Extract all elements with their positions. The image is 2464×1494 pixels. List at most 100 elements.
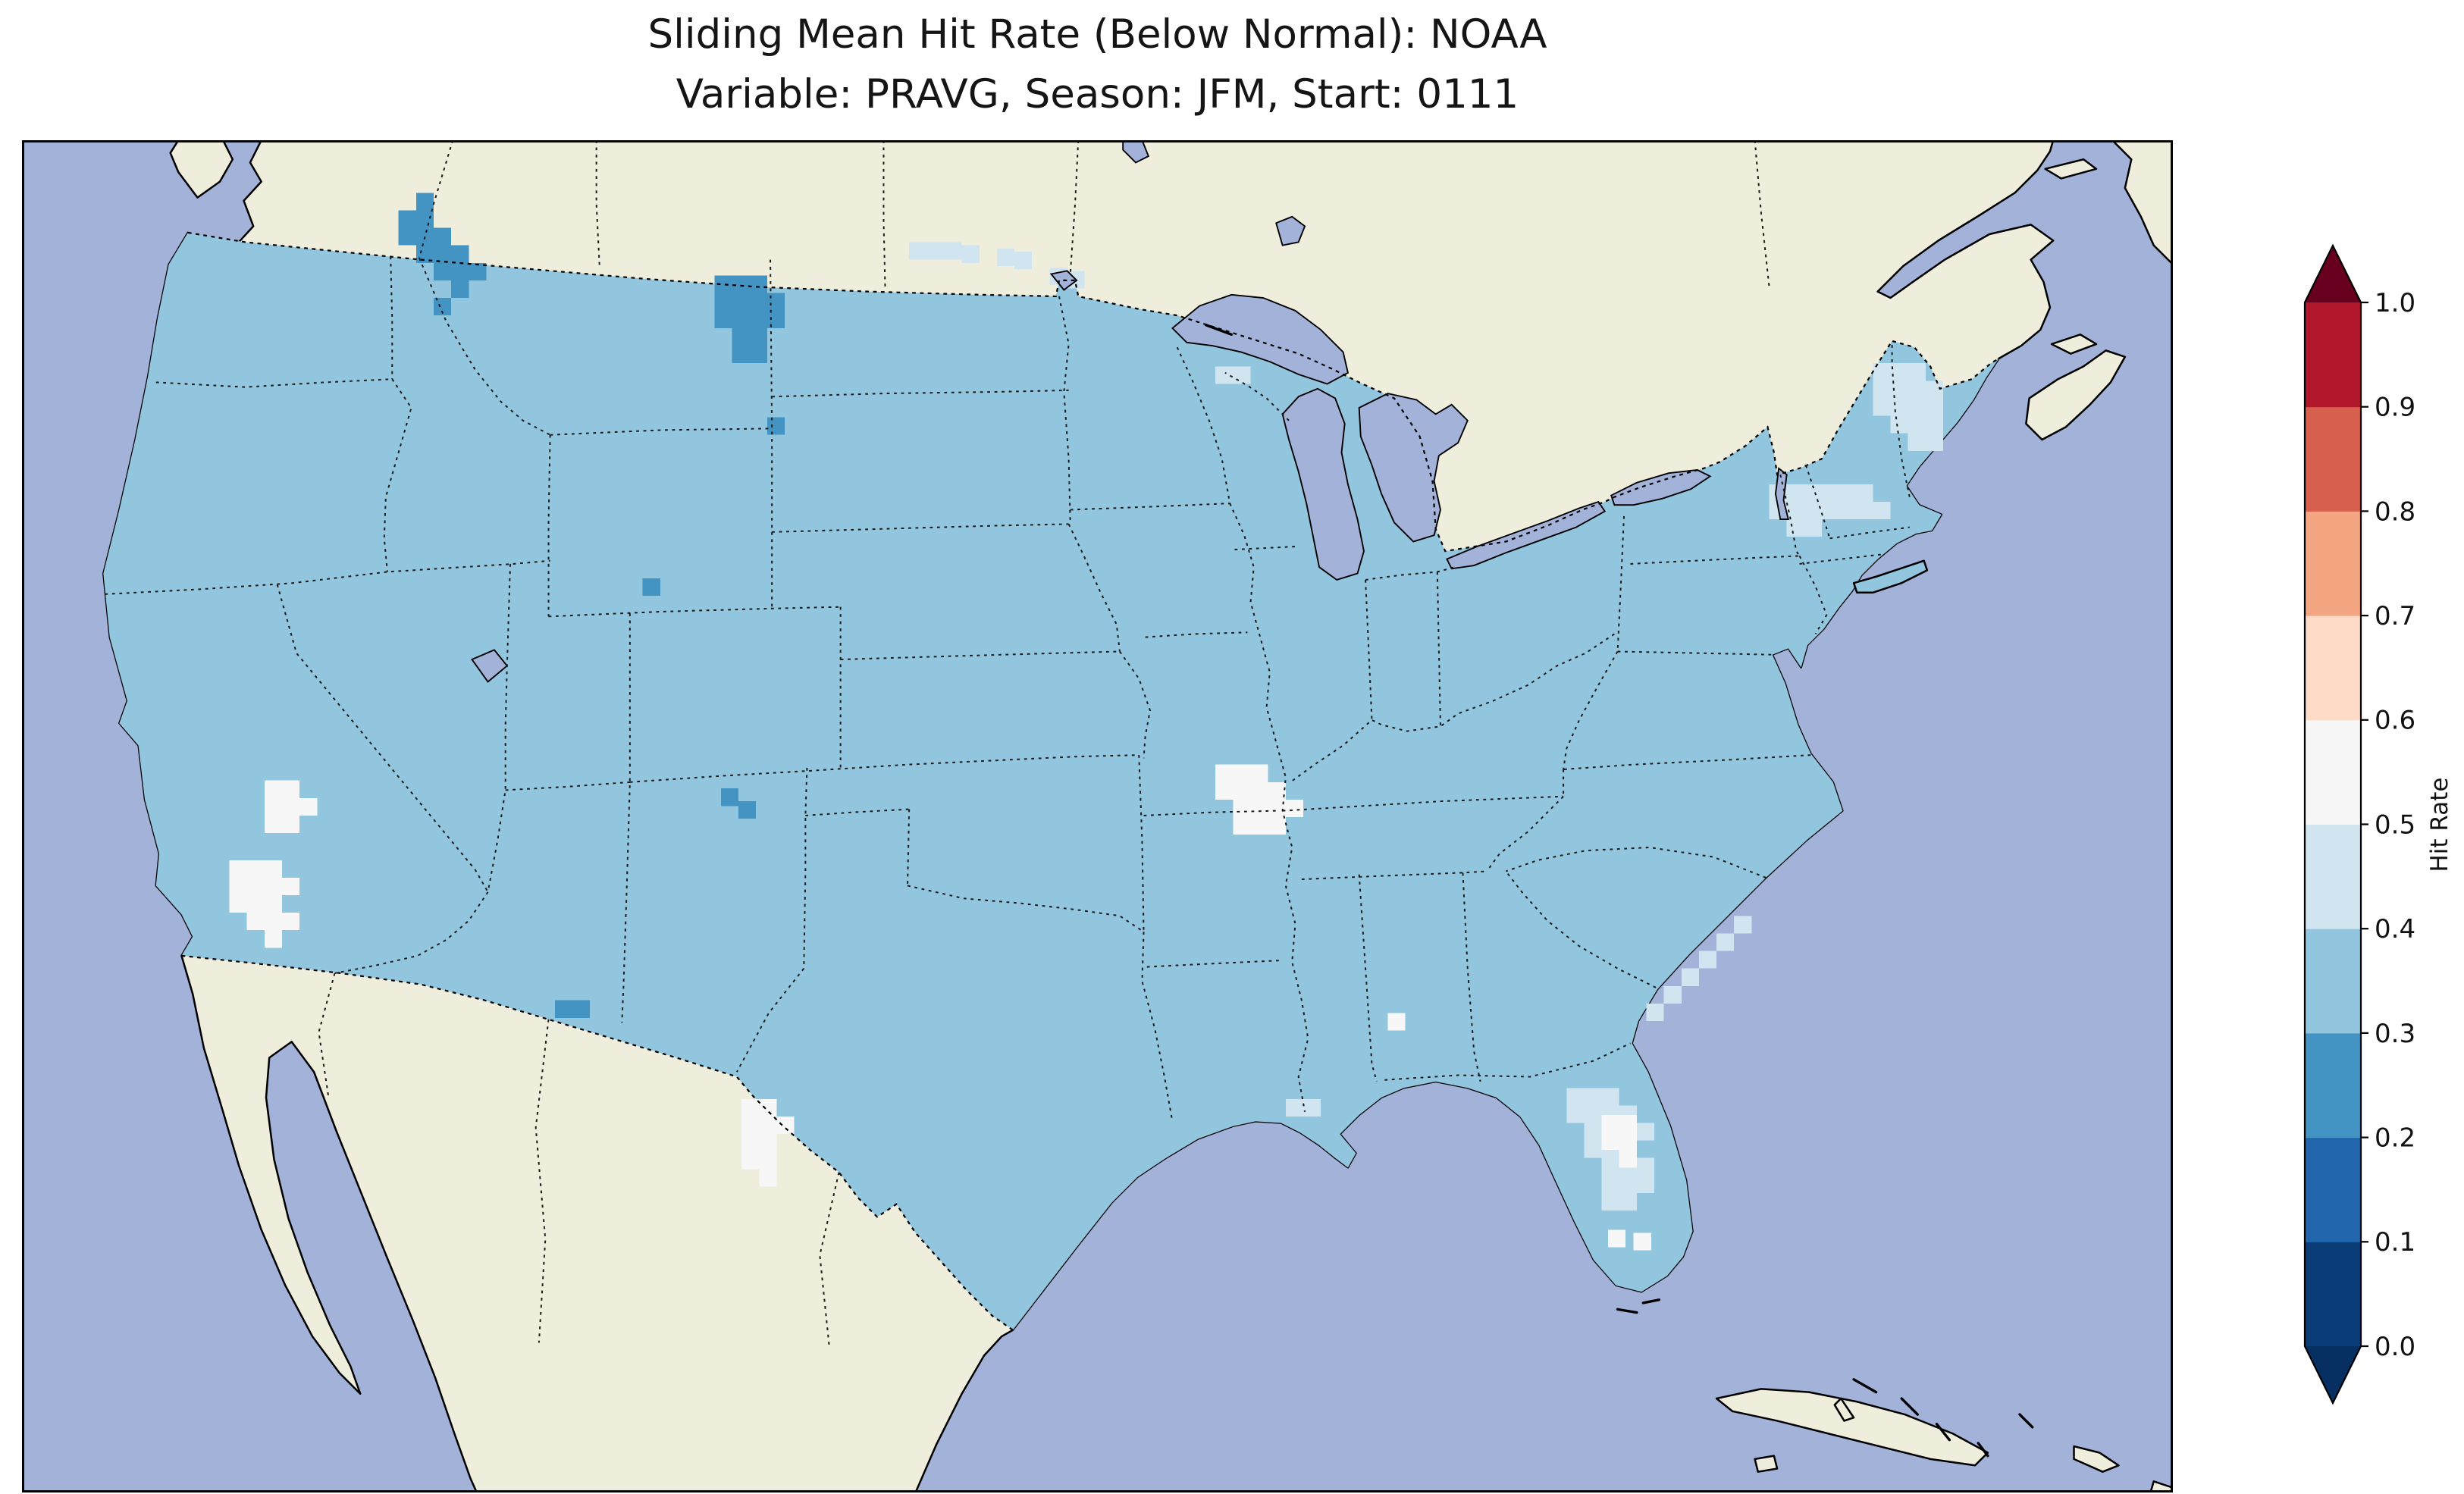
hit-rate-cell [415, 193, 434, 211]
hit-rate-cell [451, 245, 469, 263]
colorbar-segment-0.4-0.5 [2305, 824, 2361, 929]
lake-winnipeg-sliver [1122, 140, 1150, 164]
hit-rate-cell [1838, 484, 1856, 502]
hit-rate-cell [433, 245, 452, 263]
lake-nipigon [1275, 215, 1306, 246]
hit-rate-cell [1303, 1098, 1321, 1117]
lake-michigan [1281, 387, 1365, 581]
hit-rate-cell [642, 578, 660, 596]
colorbar-tick-label: 0.1 [2375, 1227, 2415, 1258]
hit-rate-cell [229, 877, 247, 896]
hit-rate-cell [264, 860, 283, 878]
hit-rate-cell [1233, 781, 1251, 800]
hit-rate-cell [264, 780, 283, 798]
long-island [1852, 559, 1929, 594]
colorbar-segment-0.8-0.9 [2305, 406, 2361, 512]
lake-huron [1358, 393, 1469, 543]
hit-rate-cell [433, 262, 452, 280]
hit-rate-cell [264, 815, 283, 834]
hit-rate-cell [1734, 916, 1752, 934]
hit-rate-cell [1584, 1123, 1602, 1141]
hit-rate-cell [1890, 398, 1908, 416]
hit-rate-cell [1250, 781, 1268, 800]
hit-rate-cell [264, 877, 283, 896]
hit-rate-cell [299, 797, 318, 816]
hit-rate-cell [759, 1169, 777, 1187]
hit-rate-cell [264, 930, 283, 948]
colorbar-tick-label: 0.2 [2375, 1123, 2415, 1154]
hit-rate-cell [1873, 398, 1891, 416]
hit-rate-cell [1908, 433, 1926, 451]
hit-rate-cell [264, 895, 283, 913]
hit-rate-cell [1820, 501, 1839, 520]
colorbar-tick-label: 0.3 [2375, 1019, 2415, 1049]
us-map [22, 140, 2173, 1492]
hit-rate-cell [1601, 1114, 1619, 1133]
hit-rate-cell [1584, 1140, 1602, 1158]
colorbar: 0.0 0.1 0.2 0.3 0.4 0.5 0.6 0.7 0.8 0.9 1.0 Hit Ra… [2274, 235, 2464, 1425]
hit-rate-cell [1014, 252, 1033, 270]
hit-rate-cell [759, 1134, 777, 1152]
colorbar-segment-0.1-0.2 [2305, 1137, 2361, 1242]
hit-rate-cell [1802, 484, 1820, 502]
lake-superior [1171, 293, 1350, 385]
hit-rate-cell [1636, 1123, 1655, 1141]
hit-rate-cell [1820, 484, 1839, 502]
colorbar-tick-label: 0.0 [2375, 1332, 2415, 1362]
hit-rate-cell [1619, 1175, 1637, 1193]
hit-rate-cell [1250, 817, 1268, 835]
colorbar-segment-0.2-0.3 [2305, 1032, 2361, 1139]
hit-rate-cell [926, 242, 945, 260]
colorbar-extend-over-arrow [2305, 246, 2361, 302]
colorbar-tick-label: 0.8 [2375, 496, 2415, 527]
canada-province-borders [419, 140, 1770, 290]
hit-rate-cell [398, 210, 416, 228]
hit-rate-cell [1908, 415, 1926, 434]
hit-rate-cell [572, 1000, 591, 1018]
lake-ontario [1610, 468, 1712, 506]
hit-rate-cell [1285, 1098, 1303, 1117]
us-mexico-border [181, 954, 1014, 1331]
hit-rate-cell [554, 1000, 573, 1018]
hit-rate-cell [1890, 363, 1908, 381]
prince-edward-island [2050, 334, 2098, 355]
hit-rate-cell [732, 327, 750, 346]
hit-rate-cell [1633, 1232, 1651, 1251]
nova-scotia [2025, 349, 2127, 441]
hit-rate-cell [1268, 781, 1286, 800]
hit-rate-cell [1908, 363, 1926, 381]
hit-rate-cell [229, 860, 247, 878]
hit-rate-cell [246, 860, 265, 878]
hit-rate-cell [909, 242, 927, 260]
hit-rate-cell [1601, 1088, 1619, 1106]
hit-rate-cell [759, 1098, 777, 1117]
hit-rate-cell [1233, 764, 1251, 782]
hit-rate-cell [1566, 1105, 1585, 1123]
lake-erie [1446, 500, 1607, 570]
hit-rate-cell [451, 262, 469, 280]
hit-rate-cell [738, 801, 757, 819]
hit-rate-cell [1663, 985, 1682, 1004]
hit-rate-cell [749, 346, 767, 364]
hit-rate-cell [1619, 1132, 1637, 1151]
map-frame [22, 140, 2173, 1492]
hispaniola-corner [2073, 1445, 2120, 1473]
hit-rate-cell [1601, 1192, 1619, 1211]
hit-rate-cell [1802, 501, 1820, 520]
lake-champlain [1774, 467, 1790, 521]
hit-rate-cell [714, 275, 732, 293]
hit-rate-cell [1908, 398, 1926, 416]
hit-rate-cell [749, 275, 767, 293]
hit-rate-cell [776, 1117, 795, 1135]
hit-rate-cell [1601, 1132, 1619, 1151]
hit-rate-cell [264, 913, 283, 931]
hit-rate-cell [1619, 1150, 1637, 1168]
hit-rate-cell [1908, 381, 1926, 399]
hit-rate-cell [469, 262, 487, 280]
colorbar-tick-label: 0.4 [2375, 914, 2415, 944]
hit-rate-cell [1584, 1105, 1602, 1123]
isle-of-youth [1754, 1455, 1779, 1473]
hit-rate-cell [749, 327, 767, 346]
colorbar-svg: 0.0 0.1 0.2 0.3 0.4 0.5 0.6 0.7 0.8 0.9 1.0 Hit Ra… [2303, 243, 2453, 1405]
